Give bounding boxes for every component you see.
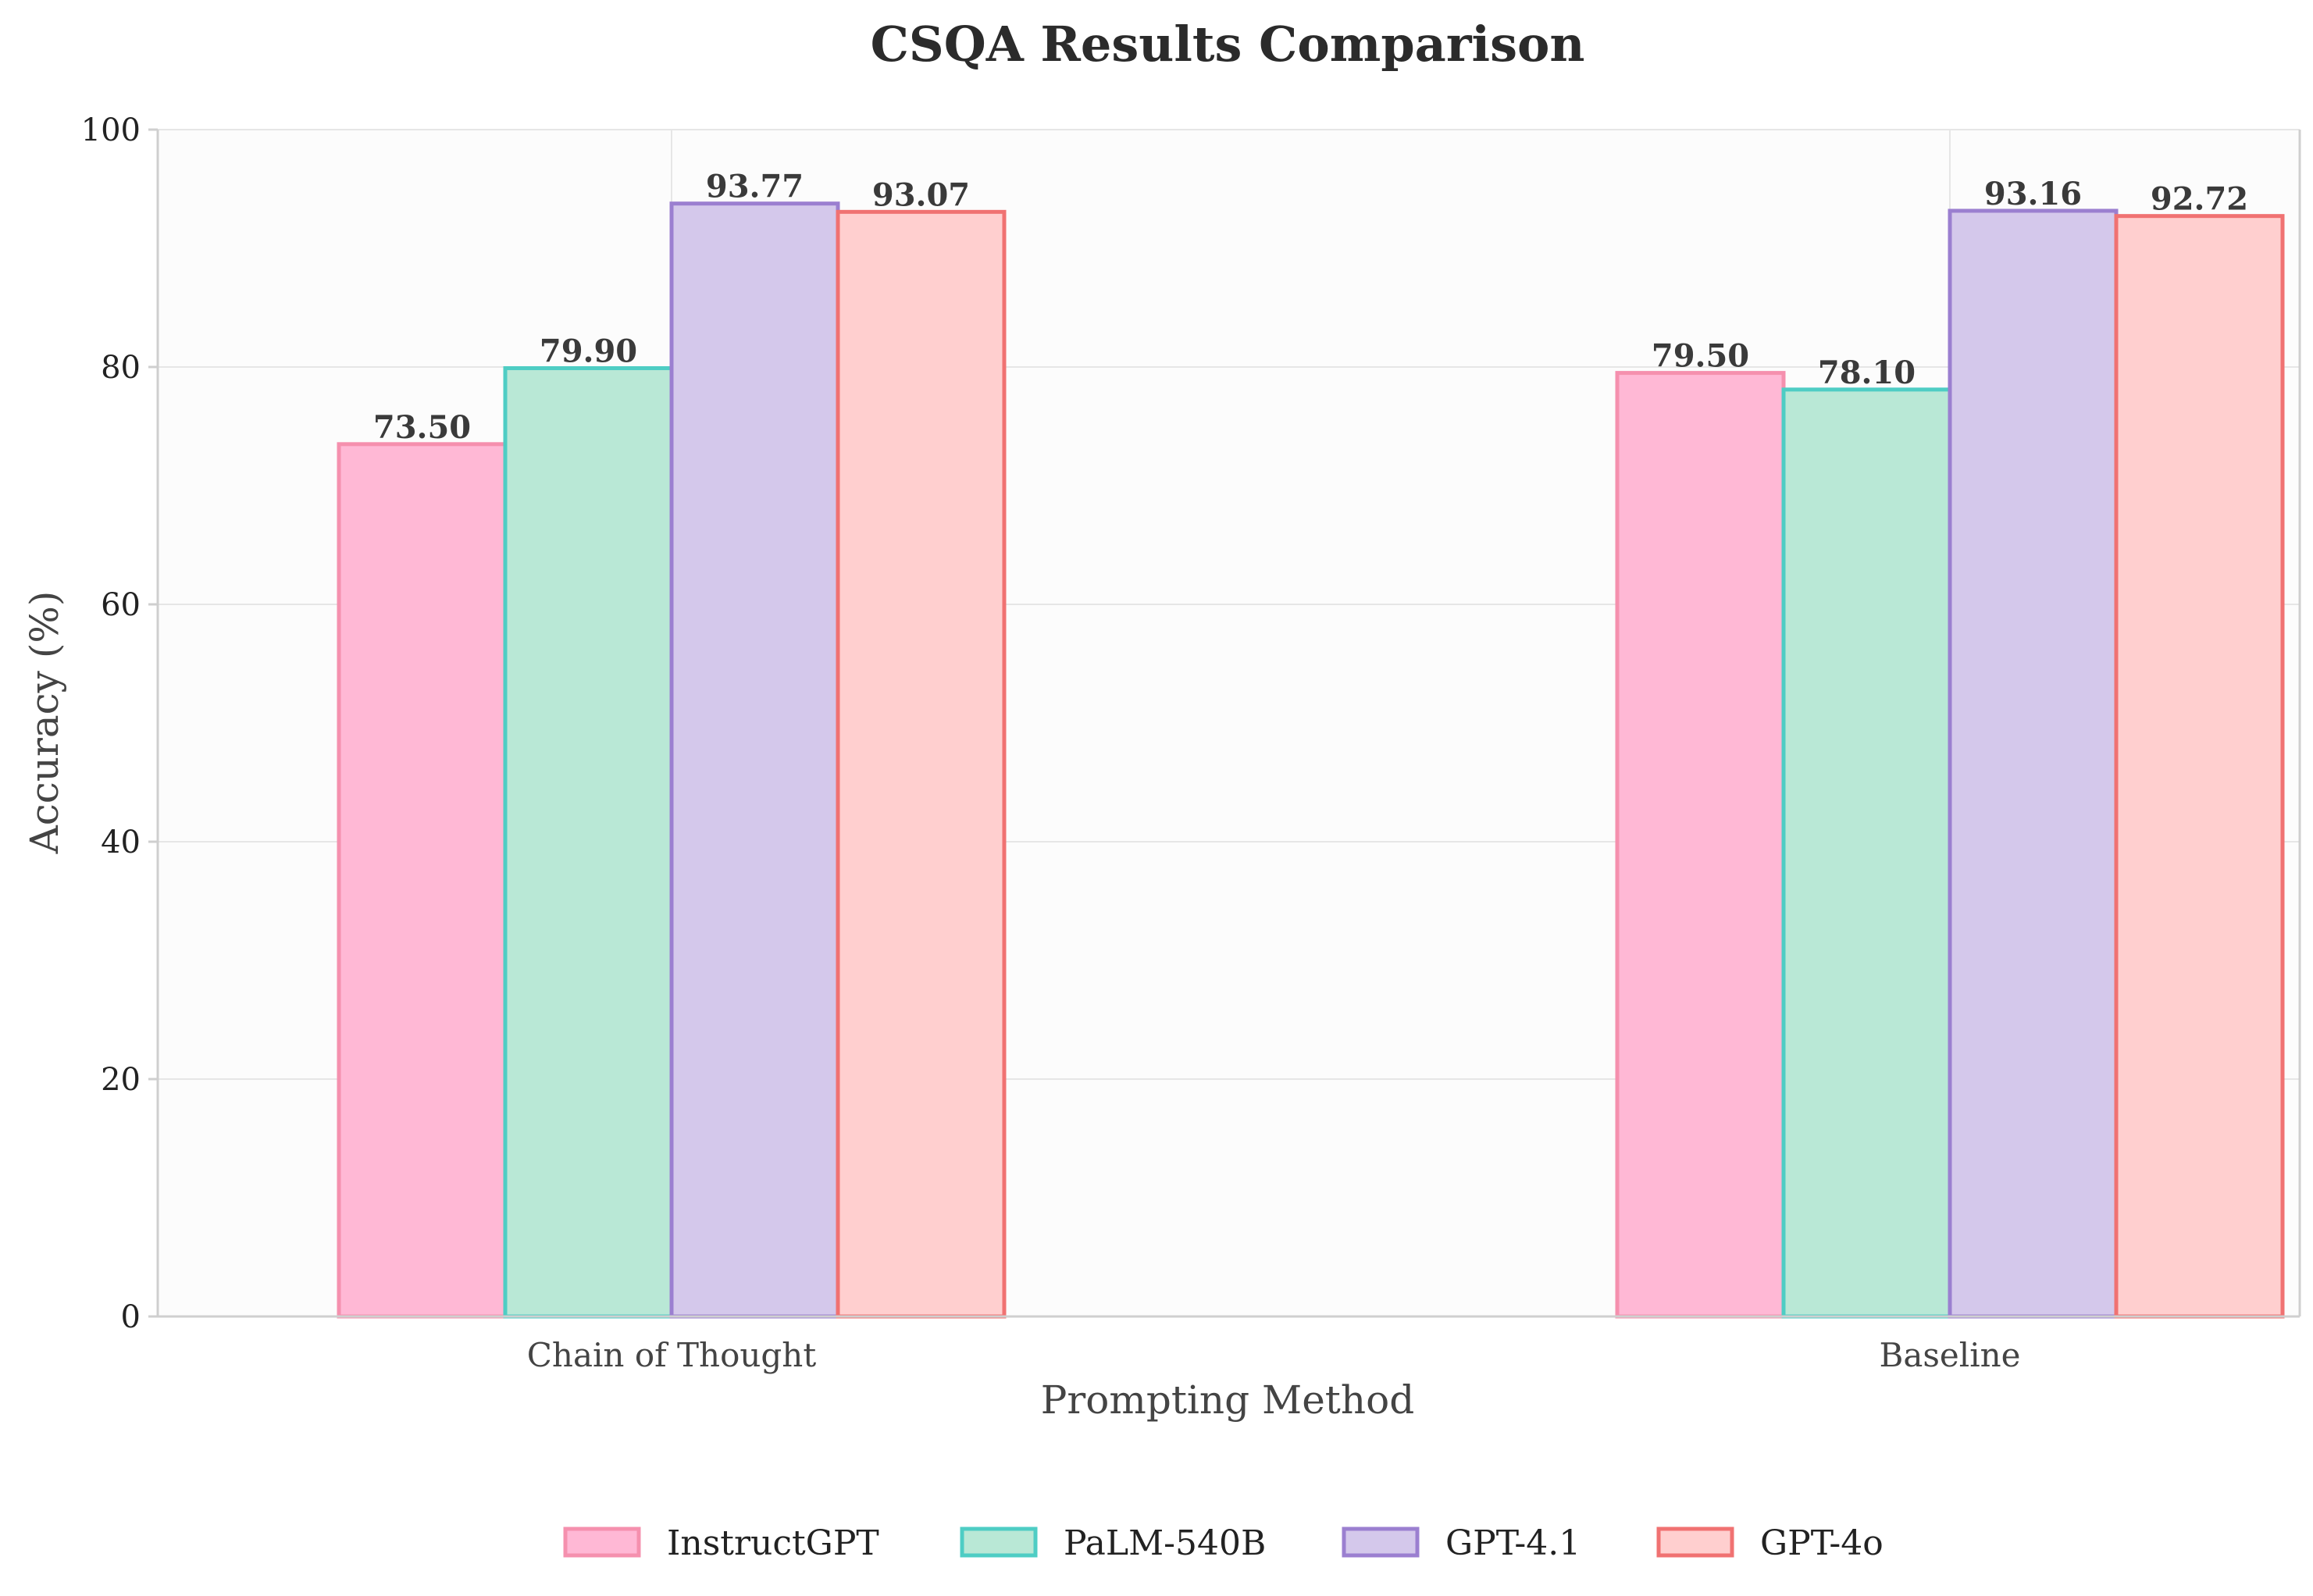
chart-title: CSQA Results Comparison (871, 16, 1585, 73)
y-tick-label: 100 (81, 112, 141, 148)
legend-swatch (960, 1527, 1038, 1558)
bar-gpt-4o-0 (836, 209, 1007, 1319)
legend-swatch (563, 1527, 641, 1558)
value-label: 79.50 (1652, 338, 1749, 375)
value-label: 73.50 (373, 409, 471, 446)
y-axis-label: Accuracy (%) (22, 591, 67, 855)
value-label: 92.72 (2151, 181, 2248, 218)
legend-item-gpt-4o: GPT-4o (1656, 1523, 1884, 1563)
legend-item-palm-540b: PaLM-540B (960, 1523, 1266, 1563)
y-tick-labels: 0 20 40 60 80 100 (81, 112, 158, 1335)
x-tick-label: Baseline (1879, 1336, 2020, 1374)
y-tick-label: 20 (101, 1062, 141, 1098)
legend-swatch (1656, 1527, 1734, 1558)
value-label: 93.07 (872, 176, 970, 213)
bar-instructgpt-0 (337, 442, 508, 1319)
bar-gpt-4-1-1 (1948, 208, 2119, 1319)
axes (156, 130, 2301, 1318)
y-tick-label: 0 (121, 1299, 141, 1335)
legend: InstructGPT PaLM-540B GPT-4.1 GPT-4o (563, 1523, 1884, 1563)
legend-item-instructgpt: InstructGPT (563, 1523, 879, 1563)
x-tick-label: Chain of Thought (527, 1336, 817, 1374)
bars (337, 201, 2285, 1319)
value-label: 78.10 (1818, 354, 1916, 391)
x-tick-labels: Chain of Thought Baseline (527, 1336, 2021, 1374)
x-axis-label: Prompting Method (1041, 1377, 1414, 1423)
bar-gpt-4-1-0 (669, 201, 840, 1319)
legend-label: InstructGPT (667, 1523, 879, 1563)
legend-swatch (1342, 1527, 1420, 1558)
bar-gpt-4o-1 (2114, 214, 2285, 1319)
y-tick-label: 80 (101, 350, 141, 386)
value-labels: 73.50 79.50 79.90 78.10 93.77 93.16 93.07 92.72 (373, 169, 2248, 446)
value-label: 79.90 (540, 333, 637, 370)
y-tick-label: 60 (101, 587, 141, 623)
bar-instructgpt-1 (1615, 371, 1786, 1319)
value-label: 93.77 (706, 169, 804, 205)
value-label: 93.16 (1984, 176, 2082, 212)
legend-label: GPT-4o (1760, 1523, 1884, 1563)
bar-palm-540b-0 (503, 366, 674, 1319)
legend-label: PaLM-540B (1064, 1523, 1266, 1563)
legend-label: GPT-4.1 (1445, 1523, 1581, 1563)
bar-palm-540b-1 (1781, 387, 1952, 1319)
y-tick-label: 40 (101, 825, 141, 860)
legend-item-gpt-4-1: GPT-4.1 (1342, 1523, 1581, 1563)
